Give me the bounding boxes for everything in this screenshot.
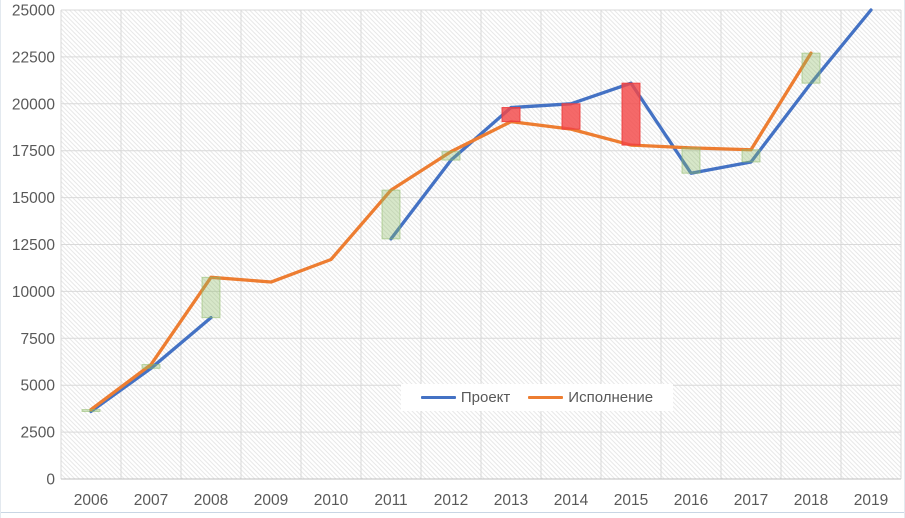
x-tick-label: 2018: [794, 492, 828, 509]
x-tick-label: 2006: [74, 492, 108, 509]
legend-item-proekt[interactable]: Проект: [420, 389, 511, 406]
down-bar[interactable]: [561, 103, 581, 130]
x-tick-label: 2009: [254, 492, 288, 509]
x-tick-label: 2007: [134, 492, 168, 509]
y-tick-label: 25000: [12, 3, 55, 20]
up-bar[interactable]: [381, 189, 401, 240]
legend-line-swatch-ispolnenie: [528, 396, 564, 399]
up-bar[interactable]: [801, 52, 821, 84]
y-tick-label: 12500: [12, 237, 55, 254]
x-tick-label: 2010: [314, 492, 349, 509]
y-tick-label: 17500: [12, 143, 55, 160]
up-bar[interactable]: [81, 409, 101, 412]
y-tick-label: 2500: [21, 425, 56, 442]
y-tick-label: 5000: [21, 378, 56, 395]
y-tick-label: 7500: [21, 331, 56, 348]
x-tick-label: 2008: [194, 492, 228, 509]
up-bar[interactable]: [681, 147, 701, 174]
x-tick-label: 2013: [494, 492, 528, 509]
up-bar[interactable]: [141, 364, 161, 369]
x-tick-label: 2015: [614, 492, 648, 509]
y-tick-label: 22500: [12, 49, 55, 66]
y-tick-label: 20000: [12, 96, 55, 113]
chart-bottom-border: [1, 512, 904, 513]
legend-label-proekt: Проект: [460, 389, 511, 406]
x-tick-label: 2011: [374, 492, 407, 509]
down-bar[interactable]: [501, 107, 521, 123]
legend-label-ispolnenie: Исполнение: [568, 389, 654, 406]
up-bar[interactable]: [741, 149, 761, 163]
legend-item-ispolnenie[interactable]: Исполнение: [528, 390, 653, 405]
up-bar[interactable]: [441, 151, 461, 161]
x-tick-label: 2017: [734, 492, 768, 509]
y-tick-label: 0: [46, 472, 55, 489]
down-bar[interactable]: [621, 82, 641, 146]
x-tick-label: 2014: [554, 492, 589, 509]
x-tick-label: 2012: [434, 492, 468, 509]
chart-legend[interactable]: Проект Исполнение: [401, 384, 673, 411]
x-tick-label: 2016: [674, 492, 708, 509]
up-bar[interactable]: [201, 276, 221, 319]
legend-line-swatch-proekt: [420, 396, 456, 399]
y-tick-label: 10000: [12, 284, 55, 301]
y-tick-label: 15000: [12, 190, 55, 207]
x-tick-label: 2019: [854, 492, 888, 509]
